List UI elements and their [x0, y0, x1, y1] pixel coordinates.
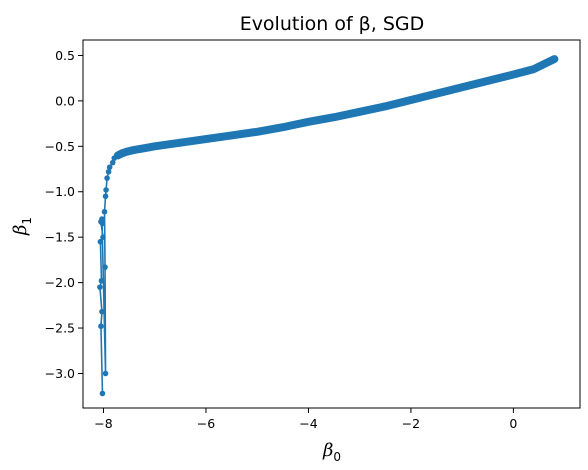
data-point [99, 216, 105, 222]
data-point [98, 323, 104, 330]
y-axis-label-symbol: β [10, 225, 31, 236]
data-point [459, 84, 465, 91]
data-point [103, 187, 109, 193]
data-point [97, 284, 103, 290]
x-axis-label: β0 [322, 440, 341, 464]
data-point [100, 234, 106, 240]
data-point [531, 66, 537, 72]
x-axis-label-symbol: β [322, 440, 333, 461]
x-ticks: −8 −6 −4 −2 0 [94, 408, 517, 431]
y-axis-label: β1 [10, 217, 34, 236]
data-point [433, 90, 440, 97]
data-point [408, 97, 414, 103]
data-point [104, 175, 110, 181]
series-layer [97, 55, 559, 397]
data-point [510, 71, 517, 78]
data-point [203, 136, 209, 142]
chart-title: Evolution of β, SGD [240, 13, 425, 35]
data-point [123, 148, 130, 155]
data-point [228, 132, 235, 139]
y-tick-label: −0.5 [45, 139, 75, 154]
series-marker-band [113, 55, 559, 160]
y-tick-label: −2.5 [45, 321, 75, 336]
data-point [98, 277, 105, 284]
y-tick-label: 0.5 [55, 48, 75, 63]
y-tick-label: −3.0 [45, 366, 75, 381]
data-point [102, 264, 108, 270]
data-point [102, 193, 109, 200]
x-tick-label: −2 [402, 416, 420, 431]
data-point [177, 139, 184, 146]
data-point [102, 370, 109, 377]
data-point [109, 159, 116, 166]
data-point [305, 118, 312, 125]
y-tick-label: −1.0 [45, 184, 75, 199]
data-point [106, 164, 113, 171]
data-point [105, 168, 112, 175]
data-point [101, 208, 108, 215]
data-point [382, 103, 389, 110]
x-tick-label: −8 [94, 416, 112, 431]
y-tick-label: −1.5 [45, 230, 75, 245]
data-point [118, 150, 125, 157]
x-tick-label: 0 [509, 416, 517, 431]
y-ticks: 0.5 0.0 −0.5 −1.0 −1.5 −2.0 −2.5 −3.0 [45, 48, 83, 381]
plot-area [83, 40, 580, 408]
data-point [99, 220, 106, 227]
x-axis-label-subscript: 0 [333, 450, 341, 464]
data-point [331, 114, 337, 121]
data-point [97, 238, 104, 245]
data-point [484, 78, 491, 84]
data-point [254, 128, 261, 135]
data-point [551, 56, 558, 62]
data-point [99, 390, 106, 397]
y-axis-label-subscript: 1 [20, 217, 34, 225]
y-tick-label: 0.0 [55, 93, 75, 108]
data-point [141, 145, 148, 151]
x-tick-label: −4 [299, 416, 317, 431]
x-tick-label: −6 [197, 416, 215, 431]
y-tick-label: −2.0 [45, 275, 75, 290]
data-point [280, 124, 286, 131]
data-point [131, 147, 138, 153]
data-point [356, 108, 363, 115]
data-point [99, 308, 105, 315]
data-point [151, 143, 158, 150]
plot-frame [82, 39, 581, 409]
